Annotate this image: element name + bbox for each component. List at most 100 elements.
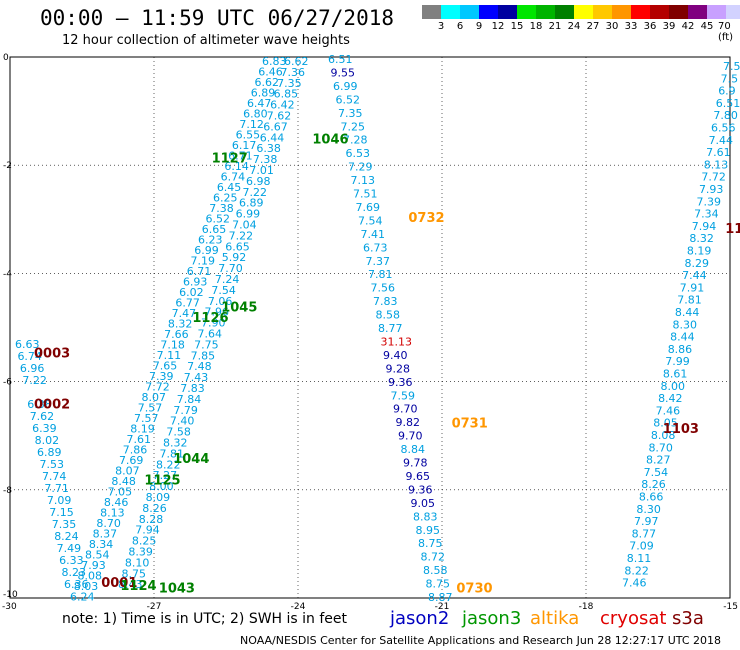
wave-height-value: 8.28: [139, 513, 164, 526]
wave-height-value: 8.70: [648, 441, 673, 454]
wave-height-value: 7.44: [709, 134, 734, 147]
wave-height-value: 7.83: [373, 295, 398, 308]
longitude-label: -21: [435, 602, 450, 612]
wave-height-value: 7.19: [190, 255, 215, 268]
wave-height-value: 6.36: [64, 578, 89, 591]
legend-label: 70 (ft): [718, 21, 734, 43]
wave-height-value: 6.25: [213, 192, 238, 205]
time-tag: 0730: [456, 582, 492, 597]
longitude-label: -15: [723, 602, 738, 612]
wave-height-value: 7.36: [281, 66, 306, 79]
wave-height-value: 7.53: [40, 458, 65, 471]
wave-height-value: 7.38: [209, 202, 234, 215]
time-tag: 1125: [144, 473, 180, 488]
wave-height-value: 7.99: [665, 355, 690, 368]
wave-height-value: 7.47: [172, 307, 197, 320]
wave-height-value: 7.57: [138, 402, 163, 415]
wave-height-value: 7.40: [170, 415, 195, 428]
wave-height-value: 7.5: [721, 72, 739, 85]
wave-height-value: 9.70: [393, 403, 418, 416]
wave-height-value: 8.03: [74, 580, 99, 593]
legend-swatch: [574, 5, 593, 19]
wave-height-value: 8.11: [627, 552, 652, 565]
wave-height-value: 7.38: [253, 153, 278, 166]
wave-height-value: 8.83: [413, 510, 438, 523]
mission-label-jason2: jason2: [390, 608, 450, 629]
time-tag: 1127: [212, 151, 248, 166]
wave-height-value: 8.32: [168, 318, 193, 331]
wave-height-value: 8.70: [96, 517, 121, 530]
wave-height-value: 7.69: [356, 201, 381, 214]
wave-height-value: 7.75: [194, 338, 219, 351]
legend-swatch: [479, 5, 498, 19]
wave-height-value: 7.65: [153, 360, 178, 373]
legend-label: 3: [437, 21, 445, 32]
wave-height-value: 7.57: [134, 412, 159, 425]
wave-height-value: 8.32: [163, 437, 188, 450]
wave-height-value: 6.17: [232, 139, 257, 152]
time-tag: 1126: [192, 311, 228, 326]
wave-height-value: 8.75: [418, 537, 443, 550]
wave-height-value: 7.84: [177, 393, 202, 406]
wave-height-value: 7.27: [153, 469, 178, 482]
wave-height-value: 8.08: [651, 429, 676, 442]
wave-height-value: 8.95: [416, 524, 441, 537]
wave-height-value: 7.90: [201, 317, 226, 330]
time-tag: 0732: [408, 211, 444, 226]
wave-height-value: 6.80: [243, 108, 267, 121]
wave-height-value: 6.99: [236, 208, 260, 221]
wave-height-value: 6.83: [262, 55, 287, 68]
legend-label: 27: [586, 21, 600, 32]
legend-swatch: [593, 5, 612, 19]
wave-height-value: 6.71: [187, 265, 212, 278]
wave-height-value: 7.51: [353, 188, 378, 201]
legend-swatch: [669, 5, 688, 19]
wave-height-value: 7.79: [173, 404, 198, 417]
wave-height-value: 7.64: [198, 328, 223, 341]
wave-height-value: 8.77: [632, 527, 657, 540]
legend-swatch: [726, 5, 740, 19]
wave-height-value: 8.58: [423, 564, 448, 577]
wave-height-value: 8.58: [376, 309, 401, 322]
wave-height-value: 7.22: [22, 374, 46, 387]
wave-height-value: 6.73: [363, 241, 388, 254]
wave-height-value: 7.34: [694, 208, 719, 221]
longitude-label: -18: [579, 602, 594, 612]
wave-height-value: 6.85: [274, 88, 299, 101]
wave-height-value: 6.99: [194, 244, 219, 257]
legend-label: 18: [529, 21, 543, 32]
wave-height-value: 7.44: [682, 269, 707, 282]
wave-height-value: 8.07: [142, 391, 167, 404]
wave-height-value: 7.39: [149, 370, 174, 383]
wave-height-value: 6.39: [32, 422, 57, 435]
wave-height-value: 7.58: [166, 426, 191, 439]
wave-height-value: 7.91: [680, 281, 705, 294]
wave-height-value: 7.48: [187, 360, 212, 373]
wave-height-value: 6.74: [17, 350, 42, 363]
wave-height-value: 7.41: [361, 228, 386, 241]
wave-height-value: 7.74: [42, 470, 66, 483]
wave-height-value: 7.01: [249, 164, 274, 177]
wave-height-value: 6.89: [251, 87, 275, 100]
wave-height-value: 6.71: [228, 150, 253, 163]
wave-height-value: 7.93: [699, 183, 724, 196]
time-tag: 0003: [34, 346, 70, 361]
time-tag: 0002: [34, 398, 70, 413]
legend-label: 42: [681, 21, 695, 32]
legend-label: 6: [456, 21, 464, 32]
wave-height-value: 8.26: [142, 502, 167, 515]
wave-height-value: 7.37: [366, 255, 391, 268]
legend-swatch: [517, 5, 536, 19]
wave-height-value: 7.83: [180, 382, 205, 395]
mission-label-jason3: jason3: [462, 608, 522, 629]
wave-height-value: 31.13: [381, 335, 413, 348]
wave-height-value: 9.28: [386, 362, 411, 375]
legend-label: 21: [548, 21, 562, 32]
mission-label-cryosat: cryosat: [600, 608, 667, 629]
wave-height-value: 7.35: [277, 77, 302, 90]
wave-height-value: 8.48: [111, 475, 136, 488]
wave-height-value: 8.19: [687, 245, 712, 258]
time-tag: 0001: [101, 576, 137, 591]
legend-label: 33: [624, 21, 638, 32]
wave-height-value: 6.47: [247, 97, 271, 110]
